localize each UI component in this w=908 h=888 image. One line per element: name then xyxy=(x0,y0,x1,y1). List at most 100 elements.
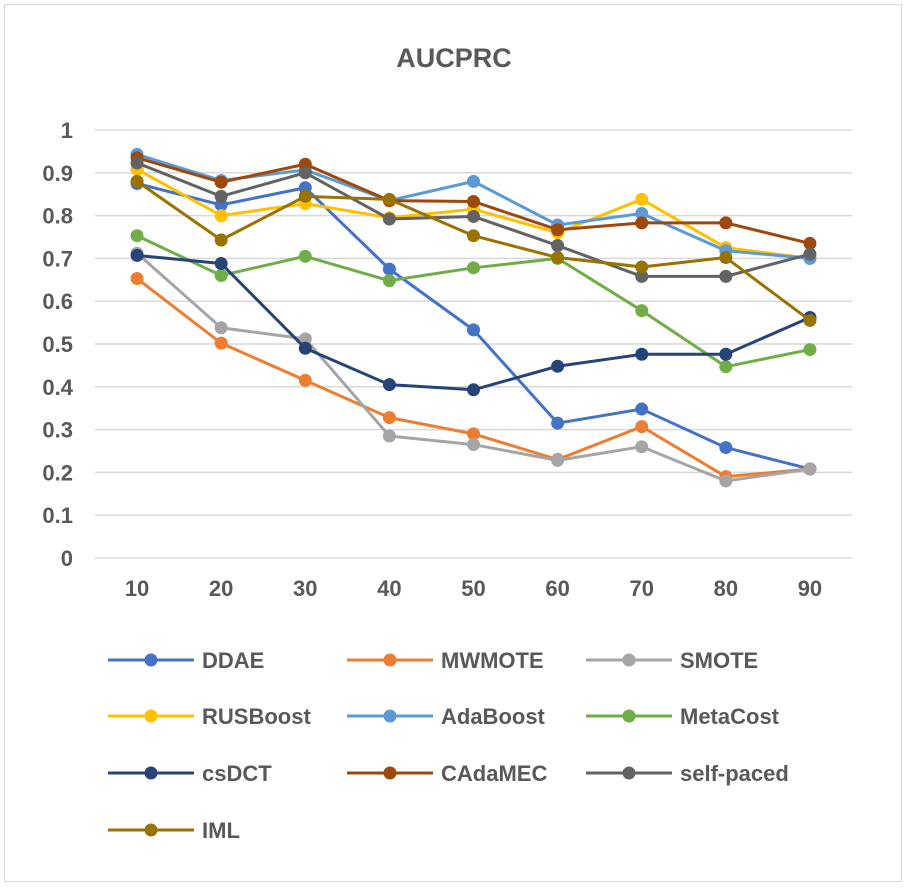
series-metacost xyxy=(130,229,817,374)
data-point xyxy=(298,189,312,203)
legend-marker xyxy=(383,709,397,723)
legend-marker xyxy=(383,653,397,667)
data-point xyxy=(382,262,396,276)
data-point xyxy=(803,462,817,476)
legend-marker xyxy=(383,766,397,780)
legend-marker xyxy=(144,766,158,780)
x-tick-label: 50 xyxy=(461,576,485,601)
y-tick-label: 0.8 xyxy=(42,204,73,229)
data-point xyxy=(719,441,733,455)
data-point xyxy=(551,416,565,430)
data-point xyxy=(551,223,565,237)
data-point xyxy=(382,429,396,443)
data-point xyxy=(635,192,649,206)
data-point xyxy=(130,229,144,243)
data-point xyxy=(298,341,312,355)
data-point xyxy=(551,359,565,373)
data-point xyxy=(551,239,565,253)
x-tick-label: 20 xyxy=(209,576,233,601)
y-tick-label: 0.5 xyxy=(42,332,73,357)
data-point xyxy=(130,156,144,170)
data-point xyxy=(467,323,480,337)
data-point xyxy=(719,216,733,230)
data-point xyxy=(467,194,480,208)
data-point xyxy=(719,251,733,265)
data-point xyxy=(551,453,565,467)
y-tick-label: 0.3 xyxy=(42,418,73,443)
data-point xyxy=(298,166,312,180)
legend-item-metacost: MetaCost xyxy=(586,704,780,729)
data-point xyxy=(214,175,228,189)
y-axis-ticks: 0 0.1 0.2 0.3 0.4 0.5 0.6 0.7 0.8 0.9 1 xyxy=(42,118,73,571)
legend-item-smote: SMOTE xyxy=(586,648,758,673)
legend-label: AdaBoost xyxy=(441,704,546,729)
data-point xyxy=(635,347,649,361)
data-point xyxy=(214,321,228,335)
data-point xyxy=(298,332,312,346)
data-point xyxy=(467,261,480,275)
data-point xyxy=(803,236,817,250)
y-tick-label: 1 xyxy=(61,118,73,143)
series-mwmote xyxy=(130,272,817,484)
x-axis-ticks: 10 20 30 40 50 60 70 80 90 xyxy=(125,576,822,601)
data-point xyxy=(214,269,228,283)
y-tick-label: 0.9 xyxy=(42,161,73,186)
legend-marker xyxy=(144,823,158,837)
data-point xyxy=(635,260,649,274)
data-point xyxy=(635,216,649,230)
series-csdct xyxy=(130,248,817,397)
data-point xyxy=(467,438,480,452)
series-smote xyxy=(130,246,817,488)
data-point xyxy=(467,427,480,441)
legend-label: csDCT xyxy=(202,761,272,786)
legend-item-csdct: csDCT xyxy=(108,761,272,786)
data-point xyxy=(635,402,649,416)
data-point xyxy=(467,383,480,397)
data-point xyxy=(635,206,649,220)
data-point xyxy=(382,274,396,288)
legend-label: SMOTE xyxy=(680,648,758,673)
x-tick-label: 10 xyxy=(125,576,149,601)
legend-marker xyxy=(622,766,636,780)
legend-item-self-paced: self-paced xyxy=(586,761,789,786)
data-point xyxy=(635,440,649,454)
data-point xyxy=(382,192,396,206)
legend-marker xyxy=(622,653,636,667)
x-tick-label: 90 xyxy=(798,576,822,601)
legend-marker xyxy=(622,709,636,723)
legend-item-ddae: DDAE xyxy=(108,648,264,673)
x-tick-label: 60 xyxy=(545,576,569,601)
data-point xyxy=(635,269,649,283)
data-point xyxy=(719,269,733,283)
data-point xyxy=(719,474,733,488)
chart-title: AUCPRC xyxy=(396,43,512,73)
legend-label: self-paced xyxy=(680,761,789,786)
y-tick-label: 0.4 xyxy=(42,375,73,400)
legend-label: CAdaMEC xyxy=(441,761,547,786)
data-point xyxy=(719,360,733,374)
x-tick-label: 70 xyxy=(629,576,653,601)
data-point xyxy=(214,233,228,247)
data-point xyxy=(382,378,396,392)
data-point xyxy=(214,336,228,350)
y-tick-label: 0.7 xyxy=(42,246,73,271)
legend-label: MWMOTE xyxy=(441,648,544,673)
series-self-paced xyxy=(130,156,817,283)
data-point xyxy=(467,209,480,223)
data-point xyxy=(467,229,480,243)
legend-label: RUSBoost xyxy=(202,704,311,729)
x-tick-label: 30 xyxy=(293,576,317,601)
data-point xyxy=(130,272,144,286)
y-tick-label: 0.1 xyxy=(42,503,73,528)
y-tick-label: 0.2 xyxy=(42,460,73,485)
data-point xyxy=(298,249,312,263)
data-point xyxy=(803,313,817,327)
legend-item-cadamec: CAdaMEC xyxy=(347,761,547,786)
legend-label: DDAE xyxy=(202,648,264,673)
data-point xyxy=(382,411,396,425)
data-point xyxy=(467,174,480,188)
data-point xyxy=(130,174,144,188)
data-point xyxy=(635,420,649,434)
y-tick-label: 0 xyxy=(61,546,73,571)
